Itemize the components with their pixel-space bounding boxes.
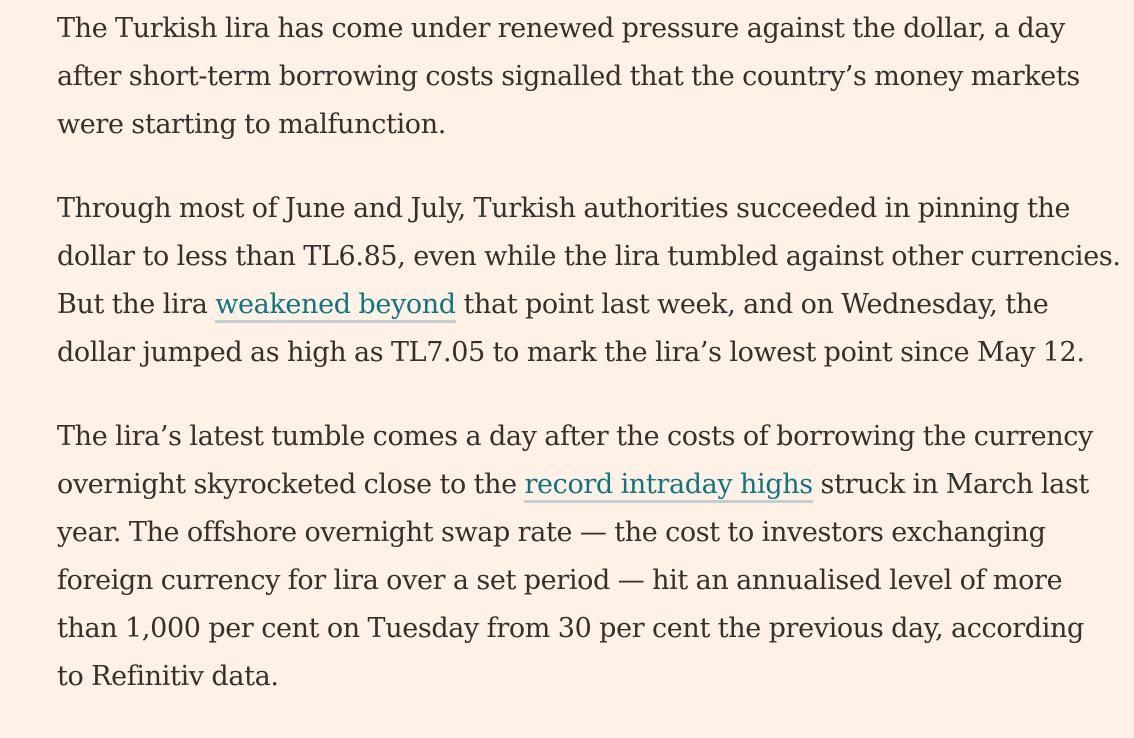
record-intraday-highs-link[interactable]: record intraday highs bbox=[524, 469, 813, 503]
paragraph-line: to Refinitiv data. bbox=[57, 661, 279, 692]
paragraph-line: Through most of June and July, Turkish a… bbox=[57, 193, 1071, 224]
paragraph-line: than 1,000 per cent on Tuesday from 30 p… bbox=[57, 613, 1084, 644]
paragraph-line: year. The offshore overnight swap rate —… bbox=[57, 517, 1046, 548]
paragraph-2: Through most of June and July, Turkish a… bbox=[57, 185, 1127, 377]
paragraph-line-with-link: But the lira weakened beyond that point … bbox=[57, 281, 1127, 329]
paragraph-line: dollar jumped as high as TL7.05 to mark … bbox=[57, 337, 1085, 368]
paragraph-line: were starting to malfunction. bbox=[57, 109, 446, 140]
paragraph-line-with-link: overnight skyrocketed close to the recor… bbox=[57, 461, 1127, 509]
paragraph-1: The Turkish lira has come under renewed … bbox=[57, 5, 1127, 149]
paragraph-line: after short-term borrowing costs signall… bbox=[57, 61, 1080, 92]
paragraph-line: foreign currency for lira over a set per… bbox=[57, 565, 1063, 596]
paragraph-3: The lira’s latest tumble comes a day aft… bbox=[57, 413, 1127, 701]
paragraph-line: The lira’s latest tumble comes a day aft… bbox=[57, 421, 1093, 452]
paragraph-line: The Turkish lira has come under renewed … bbox=[57, 13, 1065, 44]
paragraph-line: dollar to less than TL6.85, even while t… bbox=[57, 241, 1121, 272]
text-segment: that point last week, and on Wednesday, … bbox=[455, 289, 1049, 320]
text-segment: But the lira bbox=[57, 289, 216, 320]
text-segment: overnight skyrocketed close to the bbox=[57, 469, 525, 500]
article-body: The Turkish lira has come under renewed … bbox=[57, 5, 1127, 737]
text-segment: struck in March last bbox=[812, 469, 1090, 500]
weakened-beyond-link[interactable]: weakened beyond bbox=[215, 289, 456, 323]
